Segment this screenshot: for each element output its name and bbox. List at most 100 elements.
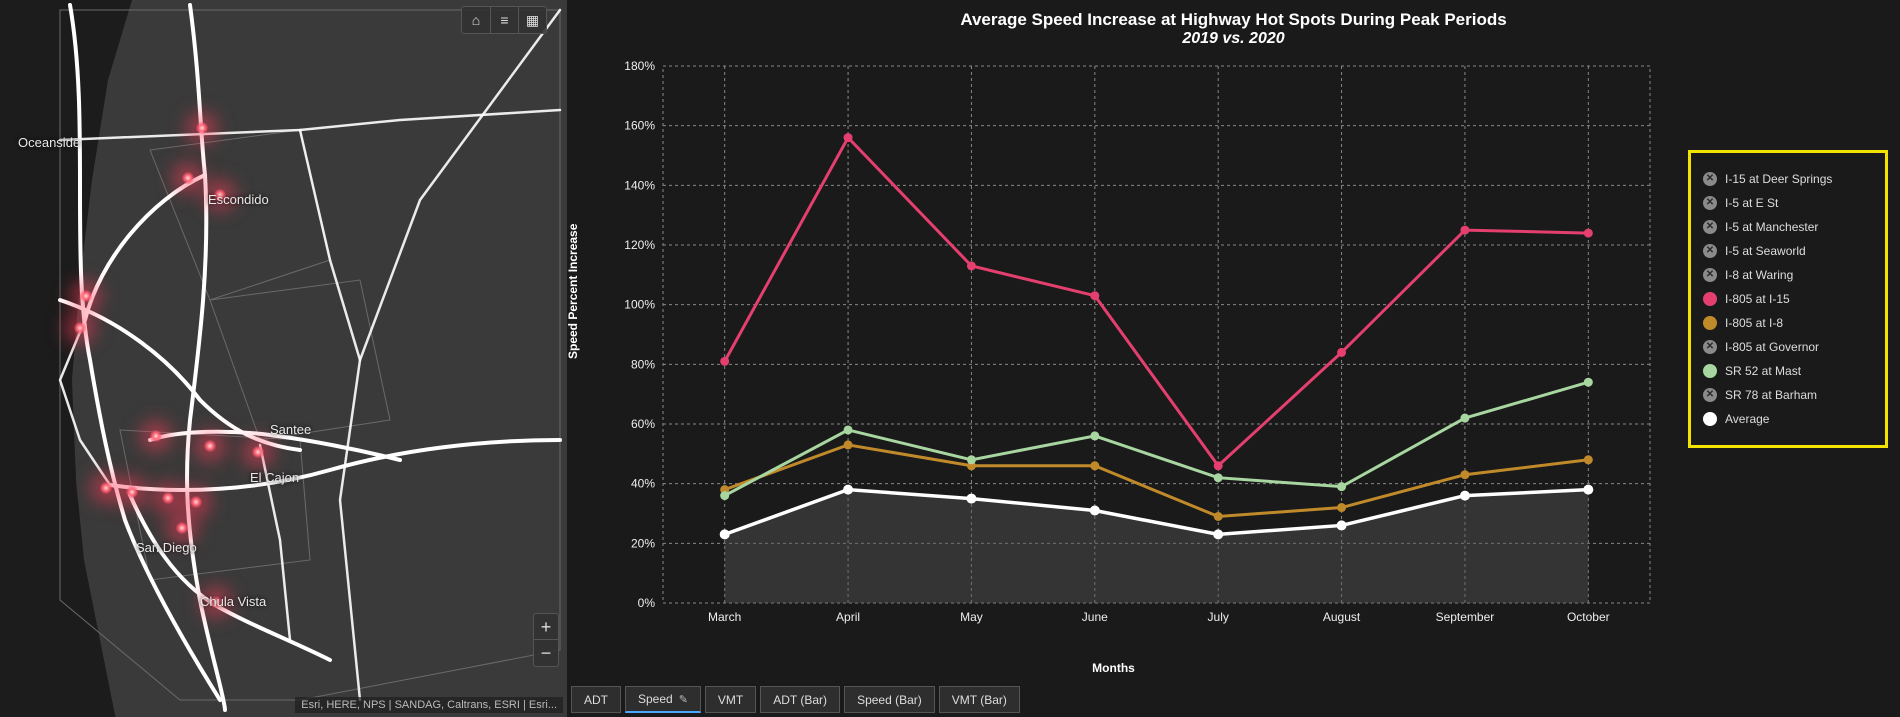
- legend-swatch-icon: [1703, 292, 1717, 306]
- basemap-grid-icon[interactable]: ▦: [518, 7, 546, 33]
- hotspot-marker[interactable]: [181, 171, 195, 185]
- series-sr52_mast[interactable]: [725, 382, 1589, 495]
- series-point[interactable]: [1460, 491, 1470, 501]
- series-point[interactable]: [967, 261, 976, 270]
- hotspot-marker[interactable]: [149, 429, 163, 443]
- svg-text:80%: 80%: [631, 357, 655, 371]
- legend-label: I-5 at E St: [1725, 196, 1873, 210]
- hotspot-marker[interactable]: [203, 439, 217, 453]
- tab-adt[interactable]: ADT: [571, 686, 621, 713]
- series-point[interactable]: [1583, 485, 1593, 495]
- legend-item[interactable]: SR 78 at Barham: [1701, 383, 1875, 407]
- hotspot-marker[interactable]: [175, 521, 189, 535]
- legend-item[interactable]: I-805 at I-8: [1701, 311, 1875, 335]
- hotspot-marker[interactable]: [251, 445, 265, 459]
- series-point[interactable]: [844, 425, 853, 434]
- legend-label: I-15 at Deer Springs: [1725, 172, 1873, 186]
- svg-text:September: September: [1436, 610, 1495, 624]
- tab-speed-bar-[interactable]: Speed (Bar): [844, 686, 935, 713]
- legend-label: I-805 at I-15: [1725, 292, 1873, 306]
- legend-item[interactable]: I-5 at Seaworld: [1701, 239, 1875, 263]
- series-point[interactable]: [1584, 455, 1593, 464]
- series-i805_i15[interactable]: [725, 138, 1589, 466]
- chart-panel: Average Speed Increase at Highway Hot Sp…: [567, 0, 1900, 717]
- hotspot-marker[interactable]: [189, 495, 203, 509]
- tab-vmt-bar-[interactable]: VMT (Bar): [939, 686, 1020, 713]
- svg-text:March: March: [708, 610, 741, 624]
- series-point[interactable]: [1460, 414, 1469, 423]
- hotspot-marker[interactable]: [125, 485, 139, 499]
- chart-subtitle: 2019 vs. 2020: [567, 30, 1900, 52]
- legend-item[interactable]: I-805 at Governor: [1701, 335, 1875, 359]
- series-point[interactable]: [1090, 291, 1099, 300]
- svg-text:July: July: [1208, 610, 1229, 624]
- legend-item[interactable]: I-805 at I-15: [1701, 287, 1875, 311]
- series-point[interactable]: [1090, 506, 1100, 516]
- hotspot-marker[interactable]: [161, 491, 175, 505]
- svg-text:20%: 20%: [631, 536, 655, 550]
- series-point[interactable]: [843, 485, 853, 495]
- zoom-out-button[interactable]: −: [534, 640, 558, 666]
- legend-swatch-icon: [1703, 220, 1717, 234]
- series-point[interactable]: [844, 133, 853, 142]
- series-point[interactable]: [1214, 512, 1223, 521]
- series-point[interactable]: [1460, 226, 1469, 235]
- legend-swatch-icon: [1703, 244, 1717, 258]
- series-point[interactable]: [720, 491, 729, 500]
- series-point[interactable]: [1214, 473, 1223, 482]
- series-point[interactable]: [1337, 520, 1347, 530]
- hotspot-marker[interactable]: [99, 481, 113, 495]
- series-point[interactable]: [1213, 529, 1223, 539]
- series-point[interactable]: [1337, 503, 1346, 512]
- legend-label: SR 78 at Barham: [1725, 388, 1873, 402]
- svg-text:40%: 40%: [631, 477, 655, 491]
- chart-plot-area[interactable]: 0%20%40%60%80%100%120%140%160%180%MarchA…: [607, 60, 1660, 637]
- home-icon[interactable]: ⌂: [462, 7, 490, 33]
- series-point[interactable]: [1337, 482, 1346, 491]
- tab-vmt[interactable]: VMT: [705, 686, 756, 713]
- hotspot-marker[interactable]: [213, 188, 227, 202]
- svg-text:140%: 140%: [624, 178, 655, 192]
- series-point[interactable]: [967, 455, 976, 464]
- series-point[interactable]: [1460, 470, 1469, 479]
- series-point[interactable]: [1584, 378, 1593, 387]
- x-axis-label: Months: [567, 661, 1660, 675]
- series-point[interactable]: [1584, 229, 1593, 238]
- zoom-control: + −: [533, 613, 559, 667]
- legend-item[interactable]: I-15 at Deer Springs: [1701, 167, 1875, 191]
- legend-item[interactable]: Average: [1701, 407, 1875, 431]
- road-network: [0, 0, 567, 717]
- tab-speed[interactable]: Speed ✎: [625, 686, 701, 713]
- legend-swatch-icon: [1703, 364, 1717, 378]
- series-point[interactable]: [1214, 461, 1223, 470]
- svg-text:100%: 100%: [624, 298, 655, 312]
- layer-list-icon[interactable]: ≡: [490, 7, 518, 33]
- hotspot-marker[interactable]: [73, 321, 87, 335]
- legend-item[interactable]: I-5 at E St: [1701, 191, 1875, 215]
- legend-swatch-icon: [1703, 388, 1717, 402]
- series-point[interactable]: [844, 440, 853, 449]
- legend-item[interactable]: SR 52 at Mast: [1701, 359, 1875, 383]
- series-point[interactable]: [720, 529, 730, 539]
- legend-item[interactable]: I-8 at Waring: [1701, 263, 1875, 287]
- hotspot-marker[interactable]: [79, 289, 93, 303]
- svg-text:120%: 120%: [624, 238, 655, 252]
- tab-adt-bar-[interactable]: ADT (Bar): [760, 686, 840, 713]
- legend-swatch-icon: [1703, 172, 1717, 186]
- series-point[interactable]: [1090, 431, 1099, 440]
- hotspot-marker[interactable]: [195, 121, 209, 135]
- zoom-in-button[interactable]: +: [534, 614, 558, 640]
- legend-item[interactable]: I-5 at Manchester: [1701, 215, 1875, 239]
- series-point[interactable]: [1090, 461, 1099, 470]
- tab-label: ADT (Bar): [773, 693, 827, 707]
- series-point[interactable]: [966, 494, 976, 504]
- series-point[interactable]: [720, 357, 729, 366]
- hotspot-marker[interactable]: [209, 595, 223, 609]
- pencil-icon[interactable]: ✎: [679, 693, 688, 706]
- tab-label: VMT: [718, 693, 743, 707]
- tab-label: VMT (Bar): [952, 693, 1007, 707]
- series-point[interactable]: [1337, 348, 1346, 357]
- legend-label: I-805 at Governor: [1725, 340, 1873, 354]
- tab-label: Speed: [638, 692, 673, 706]
- map-panel[interactable]: ⌂ ≡ ▦ + − Esri, HERE, NPS | SANDAG, Calt…: [0, 0, 567, 717]
